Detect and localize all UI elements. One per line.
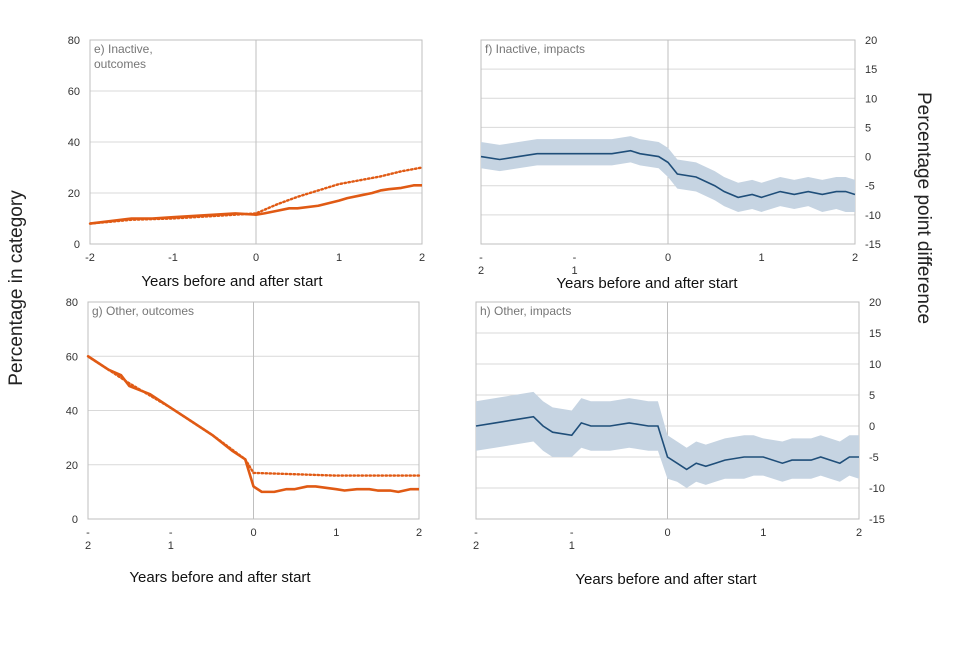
- panel-title: f) Inactive, impacts: [485, 42, 585, 56]
- panel-title: e) Inactive,: [94, 42, 153, 56]
- x-tick-label: 1: [333, 527, 339, 539]
- y-tick-label: -15: [865, 239, 881, 251]
- y-tick-label: -10: [865, 210, 881, 222]
- x-tick-label: -: [474, 527, 478, 539]
- y-tick-label: 40: [68, 137, 80, 149]
- x-tick-label: 2: [856, 527, 862, 539]
- x-tick-label: 2: [478, 265, 484, 277]
- panel-title: outcomes: [94, 57, 146, 71]
- y-tick-label: 80: [68, 35, 80, 47]
- y-tick-label: 80: [66, 297, 78, 309]
- right-axis-title: Percentage point difference: [913, 92, 934, 324]
- x-tick-label: 1: [760, 527, 766, 539]
- y-tick-label: 0: [72, 514, 78, 526]
- y-tick-label: 5: [865, 122, 871, 134]
- y-tick-label: 5: [869, 390, 875, 402]
- x-tick-label: 0: [665, 252, 671, 264]
- y-tick-label: 20: [869, 297, 881, 309]
- x-tick-label: -: [570, 527, 574, 539]
- comparison-series-line: [88, 166, 424, 225]
- y-tick-label: 20: [865, 35, 877, 47]
- y-tick-label: 20: [66, 460, 78, 472]
- panel-title: h) Other, impacts: [480, 304, 571, 318]
- panel-title: g) Other, outcomes: [92, 304, 194, 318]
- y-tick-label: -10: [869, 483, 885, 495]
- left-axis-title: Percentage in category: [6, 190, 27, 386]
- x-tick-label: -1: [168, 252, 178, 264]
- x-axis-title: Years before and after start: [556, 275, 738, 292]
- y-tick-label: 20: [68, 188, 80, 200]
- x-axis-title: Years before and after start: [141, 273, 323, 290]
- x-tick-label: -2: [85, 252, 95, 264]
- x-tick-label: 0: [253, 252, 259, 264]
- y-tick-label: 0: [74, 239, 80, 251]
- x-tick-label: 2: [473, 540, 479, 552]
- y-tick-label: 0: [865, 152, 871, 164]
- x-tick-label: 0: [250, 527, 256, 539]
- x-tick-label: 2: [419, 252, 425, 264]
- x-axis-title: Years before and after start: [129, 569, 311, 586]
- x-tick-label: 2: [852, 252, 858, 264]
- x-axis-title: Years before and after start: [575, 571, 757, 588]
- panel-e-inactive-outcomes: 0 20 40 60 80 -2 -1 0 1 2 e) Inactive,outcomes Year…: [68, 35, 425, 290]
- y-tick-label: -5: [865, 181, 875, 193]
- x-tick-label: -: [479, 252, 483, 264]
- x-tick-label: -: [169, 527, 173, 539]
- y-tick-label: -15: [869, 514, 885, 526]
- y-tick-label: 15: [865, 64, 877, 76]
- comparison-series-line: [86, 355, 421, 477]
- x-tick-label: 1: [336, 252, 342, 264]
- x-tick-label: -: [573, 252, 577, 264]
- impact-series-line: [480, 149, 856, 199]
- y-tick-label: 60: [66, 351, 78, 363]
- x-tick-label: 1: [758, 252, 764, 264]
- x-tick-label: 1: [168, 540, 174, 552]
- confidence-band: [476, 391, 859, 488]
- x-tick-label: 2: [416, 527, 422, 539]
- y-tick-label: -5: [869, 452, 879, 464]
- x-tick-label: 0: [664, 527, 670, 539]
- x-tick-label: -: [86, 527, 90, 539]
- y-tick-label: 15: [869, 328, 881, 340]
- x-tick-label: 1: [571, 265, 577, 277]
- confidence-band: [481, 136, 855, 212]
- y-tick-label: 10: [869, 359, 881, 371]
- y-tick-label: 10: [865, 93, 877, 105]
- x-tick-label: 1: [569, 540, 575, 552]
- y-tick-label: 40: [66, 406, 78, 418]
- y-tick-label: 60: [68, 86, 80, 98]
- x-tick-label: 2: [85, 540, 91, 552]
- impact-series-line: [475, 415, 859, 471]
- y-tick-label: 0: [869, 421, 875, 433]
